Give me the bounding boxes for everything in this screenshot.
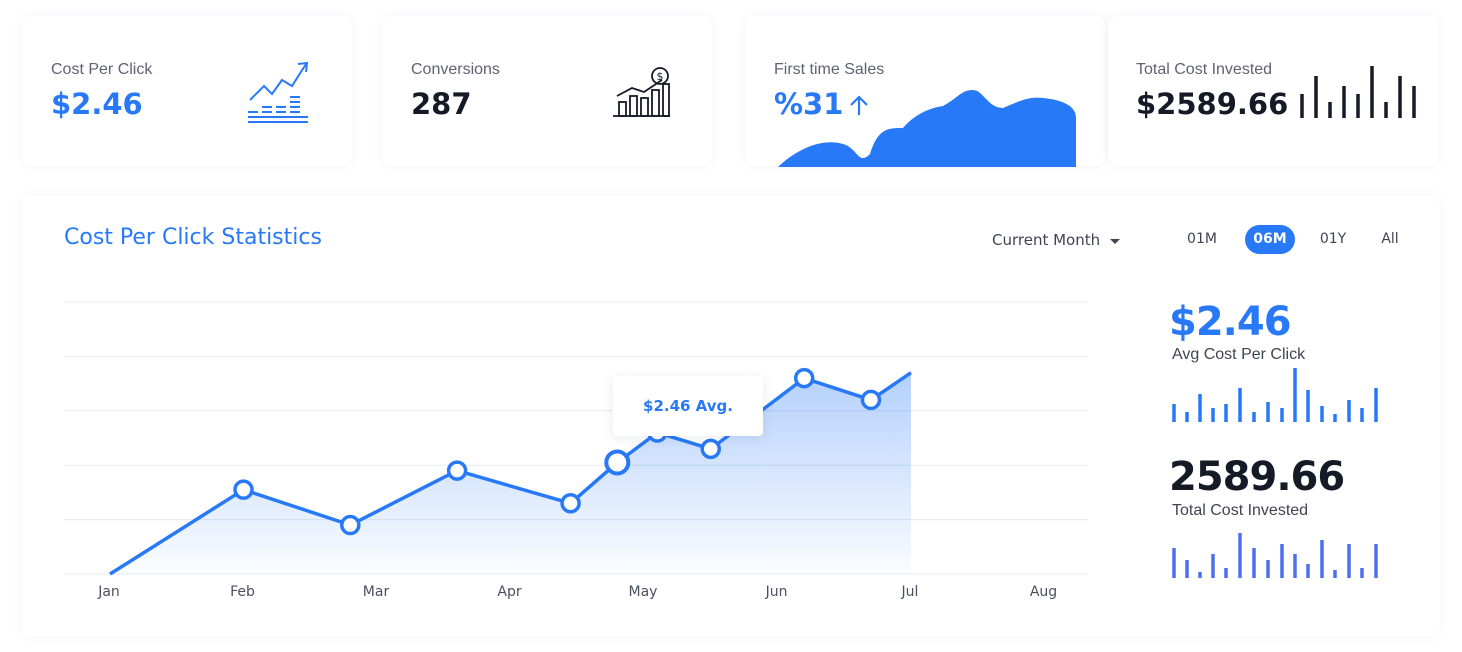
- chart-point[interactable]: [860, 389, 882, 411]
- kpi-card-total-cost: [1108, 16, 1438, 166]
- kpi-value: $2.46: [51, 87, 143, 121]
- x-axis-label: Aug: [1029, 584, 1058, 600]
- x-axis-label: Jan: [98, 584, 120, 600]
- kpi-card-conversions: [382, 16, 712, 166]
- sales-wave-graphic: [778, 90, 1076, 167]
- x-axis-label: May: [628, 584, 658, 600]
- chart-point[interactable]: [604, 449, 631, 476]
- range-all-button[interactable]: All: [1381, 231, 1399, 247]
- svg-text:$: $: [657, 70, 664, 83]
- kpi-value: $2589.66: [1136, 87, 1289, 121]
- chart-point[interactable]: [560, 493, 581, 514]
- range-01y-button[interactable]: 01Y: [1319, 231, 1347, 247]
- total-cost-sparkbars: [1172, 533, 1378, 578]
- chart-point[interactable]: [446, 460, 468, 481]
- period-select-value: Current Month: [992, 231, 1101, 249]
- kpi-value: 287: [411, 87, 472, 121]
- growth-chart-icon: [248, 61, 309, 123]
- kpi-label: Cost Per Click: [51, 61, 153, 78]
- revenue-chart-icon: $: [613, 67, 670, 117]
- kpi-value: %31: [774, 87, 844, 121]
- kpi-label: First time Sales: [774, 61, 885, 78]
- chart-point[interactable]: [340, 514, 361, 536]
- x-axis-label: Jul: [901, 584, 919, 600]
- chevron-down-icon: [1110, 238, 1121, 244]
- x-axis-label: Mar: [362, 584, 390, 600]
- x-axis-label: Feb: [230, 584, 255, 600]
- kpi-label: Total Cost Invested: [1136, 61, 1273, 78]
- chart-tooltip: $2.46 Avg.: [613, 376, 763, 436]
- x-axis-label: Apr: [497, 584, 522, 600]
- total-cost-value: 2589.66: [1169, 454, 1345, 500]
- chart-point[interactable]: [700, 438, 721, 460]
- panel-title: Cost Per Click Statistics: [64, 225, 322, 250]
- kpi-card-cost-per-click: [22, 16, 352, 166]
- avg-cost-sparkbars: [1172, 368, 1378, 422]
- chart-area-fill: [110, 372, 911, 574]
- chart-point[interactable]: [233, 479, 254, 500]
- total-cost-label: Total Cost Invested: [1172, 502, 1309, 519]
- range-06m-button[interactable]: 06M: [1245, 225, 1295, 254]
- kpi-label: Conversions: [411, 61, 500, 78]
- avg-cost-label: Avg Cost Per Click: [1172, 346, 1306, 363]
- range-01m-button[interactable]: 01M: [1187, 231, 1217, 247]
- avg-cost-value: $2.46: [1169, 299, 1292, 345]
- period-select[interactable]: Current Month: [992, 231, 1121, 249]
- chart-point[interactable]: [793, 367, 815, 389]
- x-axis-label: Jun: [765, 584, 788, 600]
- arrow-up-icon: [850, 95, 868, 115]
- kpi-sparkbars: [1300, 66, 1416, 118]
